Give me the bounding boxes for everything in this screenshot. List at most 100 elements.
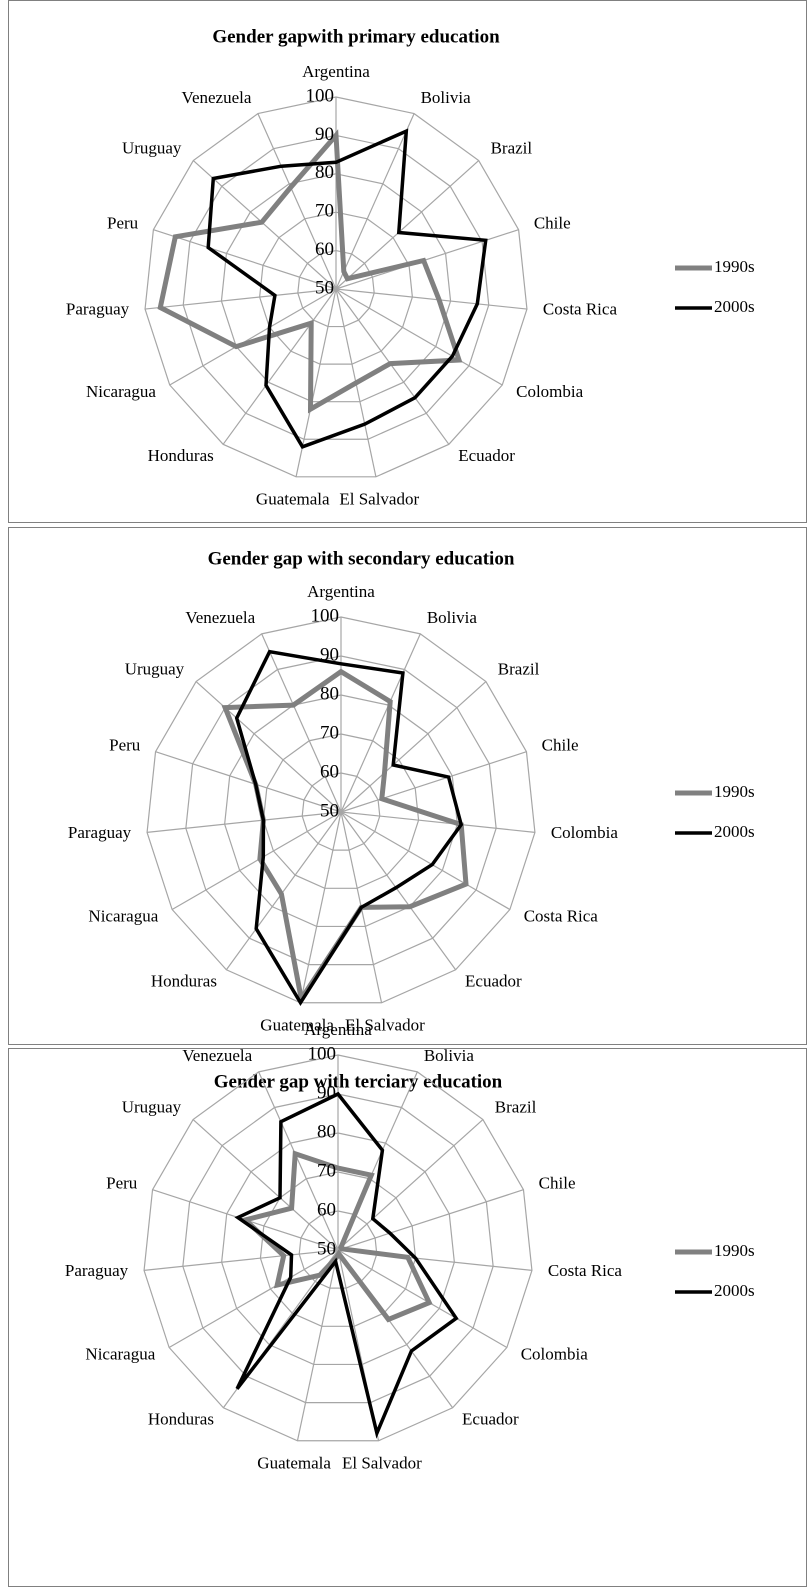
spoke <box>340 811 535 833</box>
series-line <box>240 1150 433 1323</box>
spoke <box>340 633 421 813</box>
legend-label: 1990s <box>714 782 755 801</box>
spoke <box>340 811 511 911</box>
spoke <box>296 1249 339 1441</box>
spoke <box>169 288 337 386</box>
spoke <box>340 811 457 971</box>
spoke <box>257 113 337 290</box>
y-tick-label: 60 <box>317 1199 336 1220</box>
category-label: Bolivia <box>421 88 472 107</box>
category-label: Venezuela <box>182 88 252 107</box>
category-label: Guatemala <box>260 1015 334 1034</box>
category-label: Chile <box>534 214 571 233</box>
spoke <box>340 681 487 813</box>
category-label: Argentina <box>302 62 370 81</box>
category-label: Brazil <box>491 139 533 158</box>
series-line <box>234 1091 459 1439</box>
category-label: Ecuador <box>458 446 515 465</box>
grid-ring <box>144 96 528 478</box>
category-label: Argentina <box>307 582 375 601</box>
category-label: Honduras <box>148 446 214 465</box>
panel-frame <box>8 527 807 1045</box>
spoke <box>261 633 342 813</box>
grid-ring <box>185 655 497 966</box>
y-tick-label: 50 <box>315 277 334 298</box>
spoke <box>337 1249 508 1349</box>
category-label: Colombia <box>521 1344 589 1363</box>
y-tick-label: 100 <box>308 1043 337 1064</box>
spoke <box>299 811 342 1003</box>
y-tick-label: 90 <box>315 124 334 145</box>
spoke <box>147 811 342 833</box>
spoke <box>335 113 415 290</box>
grid-ring <box>297 249 375 328</box>
category-label: Colombia <box>516 382 584 401</box>
category-label: Colombia <box>551 823 619 842</box>
spoke <box>171 811 342 911</box>
legend-label: 1990s <box>714 257 755 276</box>
spoke <box>335 288 503 386</box>
legend-label: 2000s <box>714 822 755 841</box>
y-tick-label: 100 <box>311 605 340 626</box>
category-label: Venezuela <box>182 1046 252 1065</box>
category-label: Chile <box>539 1174 576 1193</box>
category-label: Honduras <box>148 1410 214 1429</box>
grid-ring <box>221 1132 455 1366</box>
spoke <box>340 751 527 813</box>
category-label: Venezuela <box>185 608 255 627</box>
category-label: Paraguay <box>65 1261 129 1280</box>
category-label: Paraguay <box>68 823 132 842</box>
category-label: Peru <box>107 214 139 233</box>
spoke <box>192 160 337 290</box>
category-label: Bolivia <box>424 1046 475 1065</box>
category-label: Ecuador <box>465 972 522 991</box>
spoke <box>337 1189 524 1251</box>
grid-ring <box>298 1210 378 1289</box>
y-tick-label: 70 <box>320 722 339 743</box>
spoke <box>144 288 337 310</box>
y-tick-label: 50 <box>317 1238 336 1259</box>
spoke <box>153 229 337 290</box>
y-tick-label: 70 <box>317 1160 336 1181</box>
series-line <box>157 129 463 414</box>
grid-ring <box>182 1093 494 1404</box>
chart-title: Gender gapwith primary education <box>212 26 500 47</box>
category-label: Uruguay <box>125 660 185 679</box>
category-label: Argentina <box>304 1020 372 1039</box>
category-label: El Salvador <box>339 489 419 508</box>
category-label: Peru <box>109 736 141 755</box>
category-label: El Salvador <box>345 1015 425 1034</box>
legend-label: 2000s <box>714 297 755 316</box>
spoke <box>335 229 519 290</box>
grid-ring <box>220 173 452 403</box>
spoke <box>192 1119 339 1251</box>
category-label: Nicaragua <box>85 1344 155 1363</box>
y-tick-label: 90 <box>317 1082 336 1103</box>
category-label: Nicaragua <box>86 382 156 401</box>
spoke <box>258 1071 339 1251</box>
grid-ring <box>182 134 490 440</box>
chart-title: Gender gap with terciary education <box>214 1071 503 1092</box>
spoke <box>225 811 342 971</box>
chart-title: Gender gap with secondary education <box>208 548 515 569</box>
spoke <box>222 288 337 445</box>
spoke <box>337 1119 484 1251</box>
spoke <box>155 751 342 813</box>
legend-label: 2000s <box>714 1281 755 1300</box>
grid-ring <box>143 1054 533 1442</box>
category-label: Costa Rica <box>543 300 618 319</box>
legend-label: 1990s <box>714 1241 755 1260</box>
y-tick-label: 100 <box>306 85 335 106</box>
category-label: Peru <box>106 1174 138 1193</box>
grid-ring <box>146 616 536 1004</box>
y-tick-label: 90 <box>320 644 339 665</box>
category-label: Nicaragua <box>88 906 158 925</box>
series-line <box>206 128 488 449</box>
series-line <box>234 649 464 1007</box>
category-label: Chile <box>542 736 579 755</box>
category-label: Guatemala <box>256 489 330 508</box>
y-tick-label: 80 <box>320 683 339 704</box>
y-tick-label: 60 <box>315 239 334 260</box>
category-label: Guatemala <box>257 1453 331 1472</box>
